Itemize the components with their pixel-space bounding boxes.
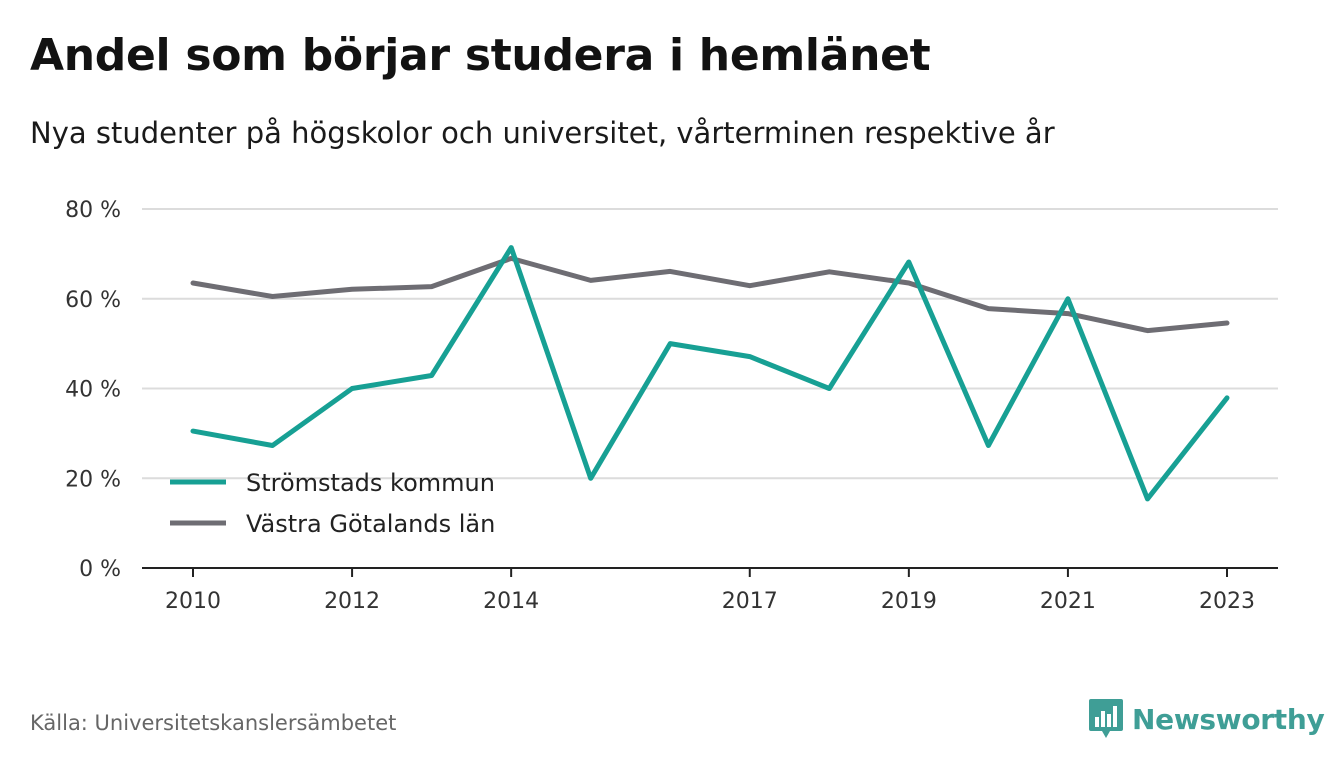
x-tick-label: 2019 [881, 589, 937, 614]
chart-title: Andel som börjar studera i hemlänet [30, 30, 931, 81]
y-axis-ticks: 0 % 20 % 40 % 60 % 80 % [65, 198, 121, 582]
x-axis-ticks: 2010 2012 2014 2017 2019 2021 2023 [165, 568, 1255, 614]
source-note: Källa: Universitetskanslersämbetet [30, 711, 397, 735]
chart-subtitle: Nya studenter på högskolor och universit… [30, 116, 1055, 150]
grid-lines [142, 208, 1278, 569]
series-line-1 [190, 245, 1230, 502]
x-tick-label: 2017 [722, 589, 778, 614]
bar-chart-bubble-icon [1089, 699, 1123, 738]
brand-name: Newsworthy [1132, 702, 1325, 736]
x-tick-label: 2014 [483, 589, 539, 614]
series-line-2 [190, 255, 1230, 334]
y-tick-label: 20 % [65, 467, 121, 492]
x-tick-label: 2012 [324, 589, 380, 614]
legend-label: Strömstads kommun [246, 469, 495, 497]
brand-logo: Newsworthy [1088, 697, 1325, 741]
x-tick-label: 2021 [1040, 589, 1096, 614]
series-lines [190, 245, 1230, 502]
legend: Strömstads kommun Västra Götalands län [170, 469, 495, 538]
y-tick-label: 80 % [65, 198, 121, 223]
y-tick-label: 0 % [79, 557, 121, 582]
y-tick-label: 60 % [65, 288, 121, 313]
y-tick-label: 40 % [65, 378, 121, 403]
x-tick-label: 2023 [1199, 589, 1255, 614]
x-tick-label: 2010 [165, 589, 221, 614]
legend-label: Västra Götalands län [246, 510, 495, 538]
